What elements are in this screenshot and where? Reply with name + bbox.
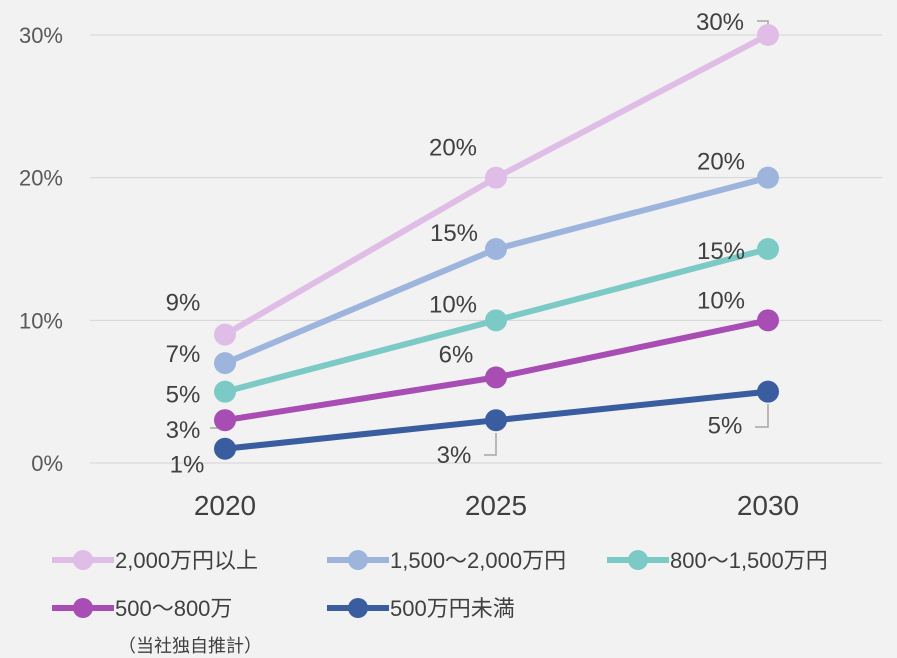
data-point <box>757 166 779 189</box>
legend-item: 800～1,500万円 <box>607 548 828 573</box>
x-axis-ticks: 2020 2025 2030 <box>194 490 799 521</box>
data-label: 15% <box>430 220 478 247</box>
data-label: 7% <box>166 341 201 368</box>
data-point <box>757 238 779 260</box>
data-label: 15% <box>697 238 745 265</box>
legend-label: 2,000万円以上 <box>115 548 258 573</box>
data-point <box>485 238 507 260</box>
x-tick-label: 2025 <box>465 490 527 521</box>
data-point <box>214 437 236 460</box>
data-point <box>757 380 779 403</box>
data-point <box>214 409 236 432</box>
data-label: 9% <box>166 290 201 317</box>
legend-item: 500万円未満 <box>327 596 515 621</box>
legend-marker <box>73 550 93 570</box>
legend-item: 2,000万円以上 <box>52 548 258 573</box>
legend-item: 1,500～2,000万円 <box>327 548 566 573</box>
legend-marker <box>628 550 648 570</box>
y-tick-label: 30% <box>19 23 63 48</box>
data-label: 6% <box>439 341 474 368</box>
legend-marker <box>73 598 93 618</box>
y-tick-label: 10% <box>19 308 63 333</box>
data-label: 3% <box>437 442 472 469</box>
data-label: 30% <box>696 9 744 36</box>
data-label: 1% <box>170 452 205 479</box>
x-tick-label: 2020 <box>194 490 256 521</box>
x-tick-label: 2030 <box>737 490 799 521</box>
legend-marker <box>348 550 368 570</box>
data-label: 5% <box>708 413 743 440</box>
legend-label: 800～1,500万円 <box>670 548 828 573</box>
data-point <box>757 24 779 46</box>
data-point <box>485 309 507 332</box>
data-point <box>214 352 236 375</box>
legend-item: 500～800万 <box>52 596 232 621</box>
legend-label: 1,500～2,000万円 <box>390 548 566 573</box>
y-tick-label: 20% <box>19 166 63 191</box>
data-label: 20% <box>697 149 745 176</box>
y-axis-ticks: 0% 10% 20% 30% <box>19 23 63 476</box>
data-label: 3% <box>166 417 201 444</box>
data-point <box>214 380 236 403</box>
data-point <box>485 409 507 432</box>
label-leader-lines <box>210 20 769 456</box>
legend: 2,000万円以上 1,500～2,000万円 800～1,500万円 500～800… <box>52 548 828 621</box>
legend-label: 500万円未満 <box>390 596 515 621</box>
data-labels: 9% 20% 30% 7% 15% 20% 5% 10% 15% 3% 6% 10% 1% 3% 5% <box>166 9 745 479</box>
data-label: 5% <box>166 382 201 409</box>
data-label: 10% <box>429 291 477 318</box>
legend-label: 500～800万 <box>115 596 232 621</box>
data-point <box>757 309 779 332</box>
data-label: 10% <box>697 287 745 314</box>
data-point <box>485 366 507 389</box>
series-points <box>214 24 779 460</box>
legend-marker <box>348 598 368 618</box>
y-tick-label: 0% <box>31 451 63 476</box>
data-label: 20% <box>429 135 477 162</box>
data-point <box>485 166 507 189</box>
leader-line <box>755 404 769 428</box>
leader-line <box>484 433 497 456</box>
source-note: （当社独自推計） <box>118 636 262 656</box>
data-point <box>214 323 236 346</box>
